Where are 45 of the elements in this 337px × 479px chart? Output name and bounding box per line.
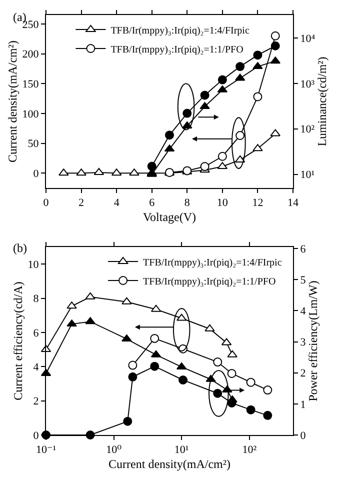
y2-tick-label: 3	[300, 336, 306, 349]
y-tick-label: 0	[33, 168, 40, 180]
y-tick-label: 2	[33, 396, 39, 408]
y-tick-label: 150	[22, 78, 40, 90]
x-axis-title: Voltage(V)	[142, 210, 196, 224]
y-tick-label: 100	[22, 108, 40, 120]
y-tick-label: 6	[33, 327, 40, 340]
x-tick-label: 10²	[242, 444, 258, 456]
x-tick-label: 14	[288, 197, 299, 210]
y2-tick-label: 4	[300, 306, 306, 318]
x-tick-label: 8	[184, 197, 190, 210]
y2-tick-label: 10³	[300, 78, 316, 90]
y-tick-label: 8	[33, 293, 40, 306]
y-tick-label: 50	[28, 138, 40, 150]
y2-tick-label: 10⁴	[300, 32, 316, 45]
y-tick-label: 10	[28, 258, 40, 271]
y2-tick-label: 10²	[300, 124, 316, 136]
y2-tick-label: 5	[300, 274, 306, 286]
y2-tick-label: 2	[300, 368, 306, 380]
x-tick-label: 6	[149, 197, 156, 210]
x-tick-label: 10⁰	[106, 444, 122, 456]
y2-tick-label: 10¹	[300, 169, 315, 182]
x-tick-label: 10¹	[174, 444, 189, 456]
x-tick-label: 10⁻¹	[36, 444, 56, 456]
x-tick-label: 10	[216, 197, 228, 210]
y-axis-title: Current efficiency(cd/A)	[11, 282, 26, 400]
y-tick-label: 200	[22, 48, 40, 61]
x-tick-label: 0	[43, 197, 50, 210]
x-tick-label: 12	[252, 197, 264, 210]
y-tick-label: 0	[33, 430, 40, 442]
y2-axis-title: Power efficiency(Lm/W)	[306, 280, 320, 402]
legend-label: TFB/Ir(mppy)₃:Ir(piq)₂=1:1/PFO	[110, 44, 244, 56]
x-tick-label: 2	[78, 197, 84, 210]
y-axis-title: Current density(mA/cm²)	[6, 40, 20, 162]
y2-tick-label: 0	[300, 430, 306, 442]
y2-tick-label: 1	[300, 398, 306, 411]
y2-tick-label: 6	[300, 243, 306, 256]
y2-axis-title: Luminance(cd/m²)	[315, 56, 330, 146]
text: (b)	[13, 241, 27, 255]
legend-label: TFB/Ir(mppy)₃:Ir(piq)₂=1:4/FIrpic	[143, 257, 282, 268]
legend-label: TFB/Ir(mppy)₃:Ir(piq)₂=1:1/PFO	[143, 276, 276, 288]
y-tick-label: 4	[33, 361, 40, 374]
x-axis-title: Current density(mA/cm²)	[108, 457, 230, 472]
x-tick-label: 4	[114, 197, 120, 210]
legend-label: TFB/Ir(mppy)₃:Ir(piq)₂=1:4/FIrpic	[110, 25, 250, 36]
